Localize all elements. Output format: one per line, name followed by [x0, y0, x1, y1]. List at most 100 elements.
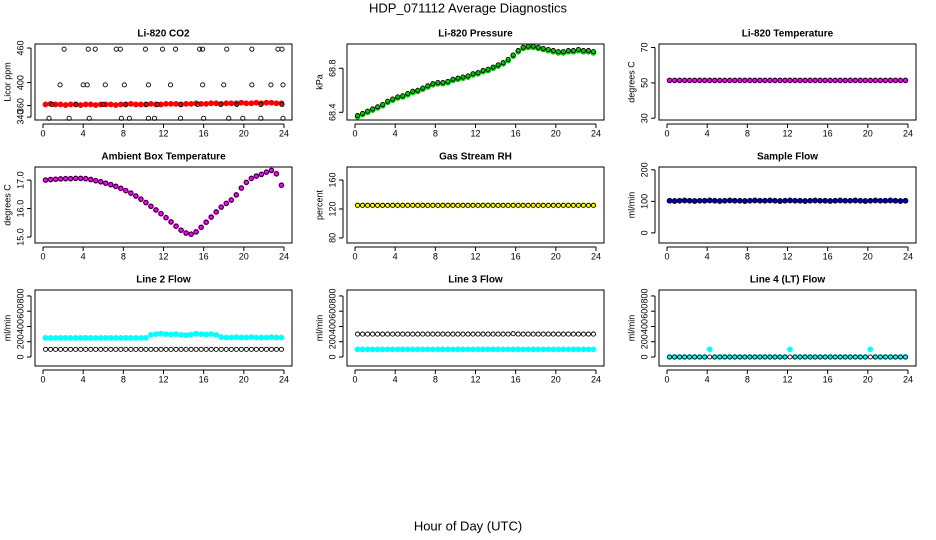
data-point	[672, 354, 678, 360]
data-point	[495, 63, 501, 69]
data-point	[585, 331, 591, 337]
y-tick-label: 30	[639, 113, 649, 123]
data-point	[897, 198, 903, 204]
x-tick-label: 12	[782, 128, 792, 138]
x-tick-label: 24	[279, 374, 289, 384]
x-tick-label: 12	[782, 374, 792, 384]
data-point	[67, 101, 74, 108]
panel-title: Li-820 Pressure	[438, 29, 513, 40]
data-point	[782, 198, 788, 204]
data-point	[455, 75, 461, 81]
data-point	[198, 346, 204, 352]
data-point	[707, 77, 713, 83]
data-point	[123, 346, 129, 352]
y-tick-label: 15.0	[15, 228, 25, 246]
data-point	[822, 77, 828, 83]
data-point	[892, 354, 898, 360]
y-axis-label: ml/min	[626, 192, 636, 219]
data-point	[419, 86, 426, 93]
data-point	[450, 76, 456, 82]
data-point	[857, 354, 863, 360]
data-point	[258, 171, 264, 177]
data-point	[802, 354, 808, 360]
data-point	[369, 346, 376, 353]
data-point	[233, 192, 239, 198]
data-point	[195, 101, 201, 108]
data-point	[67, 335, 74, 341]
y-tick-label: 200	[639, 162, 649, 177]
data-point	[777, 198, 783, 204]
data-point	[409, 346, 416, 353]
data-point	[490, 64, 496, 70]
data-point	[142, 46, 148, 52]
data-point	[354, 113, 361, 119]
plot-frame	[658, 289, 917, 367]
data-point	[404, 346, 411, 353]
data-point	[399, 346, 406, 353]
data-point	[273, 100, 280, 107]
x-tick-label: 24	[591, 374, 601, 384]
data-point	[379, 102, 386, 109]
data-point	[525, 202, 531, 208]
data-point	[107, 335, 114, 341]
data-point	[737, 354, 743, 360]
data-point	[228, 346, 234, 352]
data-point	[877, 77, 883, 83]
data-point	[395, 331, 401, 337]
y-tick-label: 70	[639, 43, 649, 53]
x-tick-label: 12	[470, 374, 480, 384]
data-point	[862, 198, 868, 204]
data-point	[767, 354, 773, 360]
data-point	[842, 198, 848, 204]
x-tick-label: 4	[393, 251, 398, 261]
data-point	[138, 101, 144, 108]
data-point	[117, 46, 123, 52]
data-point	[470, 346, 476, 353]
data-point	[167, 82, 174, 88]
x-tick-label: 4	[393, 128, 398, 138]
data-point	[752, 77, 758, 83]
data-point	[42, 346, 49, 352]
data-point	[419, 346, 426, 353]
x-tick-label: 8	[121, 128, 126, 138]
data-point	[727, 354, 733, 360]
data-point	[465, 202, 471, 208]
data-point	[379, 346, 386, 353]
data-point	[585, 202, 591, 208]
data-point	[485, 202, 491, 208]
data-point	[364, 109, 371, 116]
data-point	[122, 335, 129, 341]
x-tick-label: 20	[551, 374, 561, 384]
data-point	[565, 346, 572, 353]
data-point	[862, 354, 868, 360]
data-point	[682, 198, 688, 204]
data-point	[420, 85, 426, 91]
y-tick-label: 600	[15, 304, 25, 319]
data-point	[224, 46, 230, 52]
data-point	[268, 99, 275, 106]
x-tick-label: 20	[551, 128, 561, 138]
data-point	[82, 101, 89, 108]
plot-frame	[658, 166, 917, 244]
data-point	[590, 331, 597, 337]
data-point	[666, 354, 673, 360]
plot-frame	[346, 43, 605, 121]
data-point	[445, 331, 451, 337]
data-point	[555, 331, 561, 337]
data-point	[862, 77, 868, 83]
y-tick-label: 800	[327, 288, 337, 303]
data-point	[902, 354, 909, 360]
data-point	[772, 198, 778, 204]
data-point	[887, 198, 893, 204]
data-point	[365, 202, 371, 208]
data-point	[882, 198, 888, 204]
data-point	[248, 346, 254, 352]
x-tick-label: 8	[433, 128, 438, 138]
data-point	[465, 73, 471, 79]
data-point	[354, 202, 361, 208]
data-point	[450, 202, 456, 208]
x-tick-label: 24	[591, 251, 601, 261]
data-point	[767, 198, 773, 204]
data-point	[228, 197, 234, 203]
data-point	[737, 198, 743, 204]
